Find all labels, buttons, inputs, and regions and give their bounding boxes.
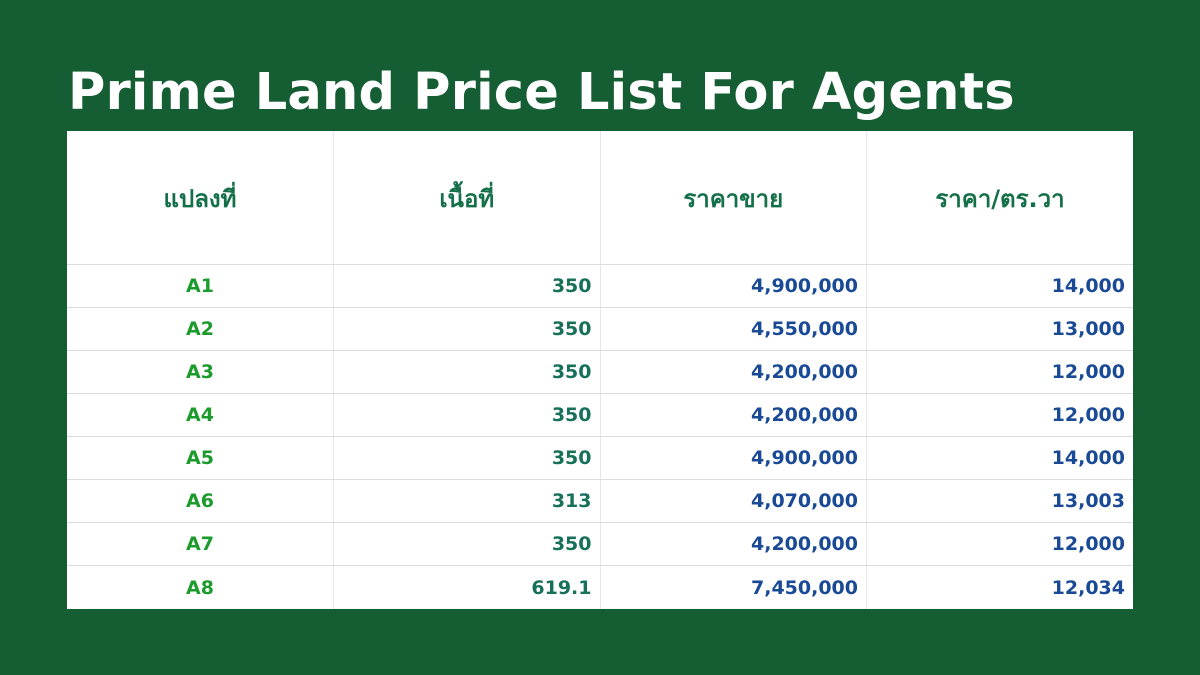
cell-area: 350 <box>333 307 601 351</box>
header-price-per-wa: ราคา/ตร.วา <box>866 131 1133 265</box>
cell-price-per-wa: 13,000 <box>866 307 1133 351</box>
cell-plot: A7 <box>67 522 334 567</box>
price-table-container: แปลงที่ เนื้อที่ ราคาขาย ราคา/ตร.วา A1 3… <box>67 131 1133 609</box>
table-row: A6 313 4,070,000 13,003 <box>67 479 1133 524</box>
table-row: A8 619.1 7,450,000 12,034 <box>67 565 1133 609</box>
cell-price: 4,070,000 <box>600 479 867 524</box>
cell-price-per-wa: 14,000 <box>866 264 1133 308</box>
cell-price-per-wa: 12,000 <box>866 350 1133 394</box>
cell-price: 4,200,000 <box>600 350 867 394</box>
cell-price: 4,550,000 <box>600 307 867 351</box>
table-row: A4 350 4,200,000 12,000 <box>67 393 1133 438</box>
cell-price-per-wa: 12,000 <box>866 393 1133 438</box>
cell-plot: A8 <box>67 565 334 609</box>
cell-plot: A1 <box>67 264 334 308</box>
cell-plot: A4 <box>67 393 334 438</box>
cell-plot: A6 <box>67 479 334 524</box>
cell-price-per-wa: 13,003 <box>866 479 1133 524</box>
table-row: A1 350 4,900,000 14,000 <box>67 264 1133 308</box>
cell-plot: A2 <box>67 307 334 351</box>
cell-area: 350 <box>333 522 601 567</box>
price-table: แปลงที่ เนื้อที่ ราคาขาย ราคา/ตร.วา A1 3… <box>67 131 1133 609</box>
header-price: ราคาขาย <box>600 131 867 265</box>
cell-area: 350 <box>333 350 601 394</box>
cell-price-per-wa: 12,000 <box>866 522 1133 567</box>
cell-price-per-wa: 14,000 <box>866 436 1133 481</box>
cell-price: 4,900,000 <box>600 436 867 481</box>
page-title: Prime Land Price List For Agents <box>68 63 1015 122</box>
table-row: A3 350 4,200,000 12,000 <box>67 350 1133 394</box>
cell-price: 7,450,000 <box>600 565 867 609</box>
cell-area: 350 <box>333 393 601 438</box>
cell-plot: A3 <box>67 350 334 394</box>
table-row: A5 350 4,900,000 14,000 <box>67 436 1133 481</box>
table-row: A2 350 4,550,000 13,000 <box>67 307 1133 351</box>
header-plot: แปลงที่ <box>67 131 334 265</box>
cell-area: 313 <box>333 479 601 524</box>
cell-price: 4,200,000 <box>600 522 867 567</box>
cell-price-per-wa: 12,034 <box>1051 576 1125 599</box>
cell-area: 350 <box>333 436 601 481</box>
cell-area: 619.1 <box>333 565 601 609</box>
header-area: เนื้อที่ <box>333 131 601 265</box>
cell-area: 350 <box>333 264 601 308</box>
table-row: A7 350 4,200,000 12,000 <box>67 522 1133 567</box>
cell-price: 4,900,000 <box>600 264 867 308</box>
cell-plot: A5 <box>67 436 334 481</box>
table-header-row: แปลงที่ เนื้อที่ ราคาขาย ราคา/ตร.วา <box>67 131 1133 265</box>
cell-price: 4,200,000 <box>600 393 867 438</box>
